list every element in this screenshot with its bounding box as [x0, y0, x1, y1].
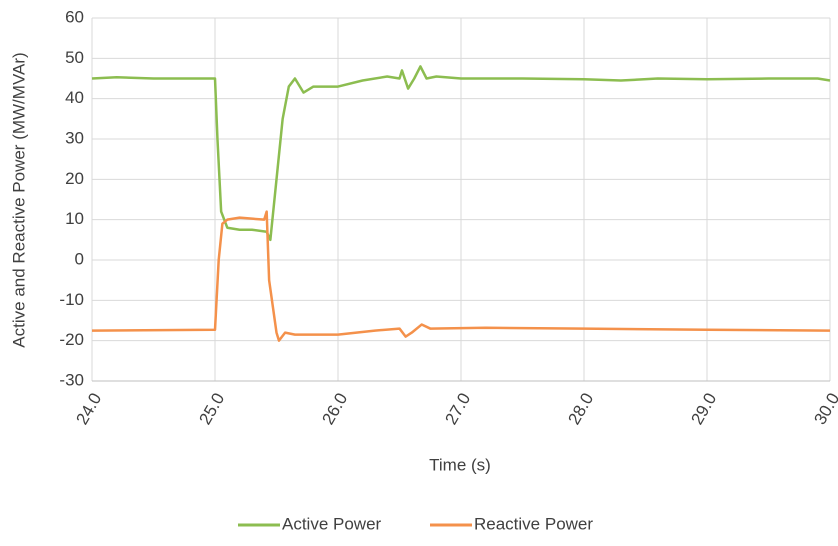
y-tick-label: 10: [65, 209, 84, 228]
y-tick-label: -30: [59, 370, 84, 389]
x-tick-label: 30.0: [810, 390, 838, 428]
y-axis-label: Active and Reactive Power (MW/MVAr): [9, 52, 28, 347]
y-tick-label: 0: [75, 249, 84, 268]
x-tick-label: 24.0: [72, 390, 105, 428]
y-tick-label: 20: [65, 169, 84, 188]
y-tick-label: -20: [59, 330, 84, 349]
x-tick-label: 26.0: [318, 390, 351, 428]
x-tick-label: 27.0: [441, 390, 474, 428]
line-series: [91, 210, 831, 342]
x-tick-label: 25.0: [195, 390, 228, 428]
x-tick-label: 28.0: [564, 390, 597, 428]
y-tick-label: -10: [59, 290, 84, 309]
y-tick-label: 40: [65, 88, 84, 107]
legend-label: Reactive Power: [474, 514, 593, 533]
y-tick-label: 50: [65, 48, 84, 67]
y-tick-label: 30: [65, 128, 84, 147]
x-tick-label: 29.0: [687, 390, 720, 428]
y-tick-label: 60: [65, 7, 84, 26]
line-series: [91, 65, 831, 242]
x-axis-label: Time (s): [429, 455, 491, 474]
legend-label: Active Power: [282, 514, 382, 533]
